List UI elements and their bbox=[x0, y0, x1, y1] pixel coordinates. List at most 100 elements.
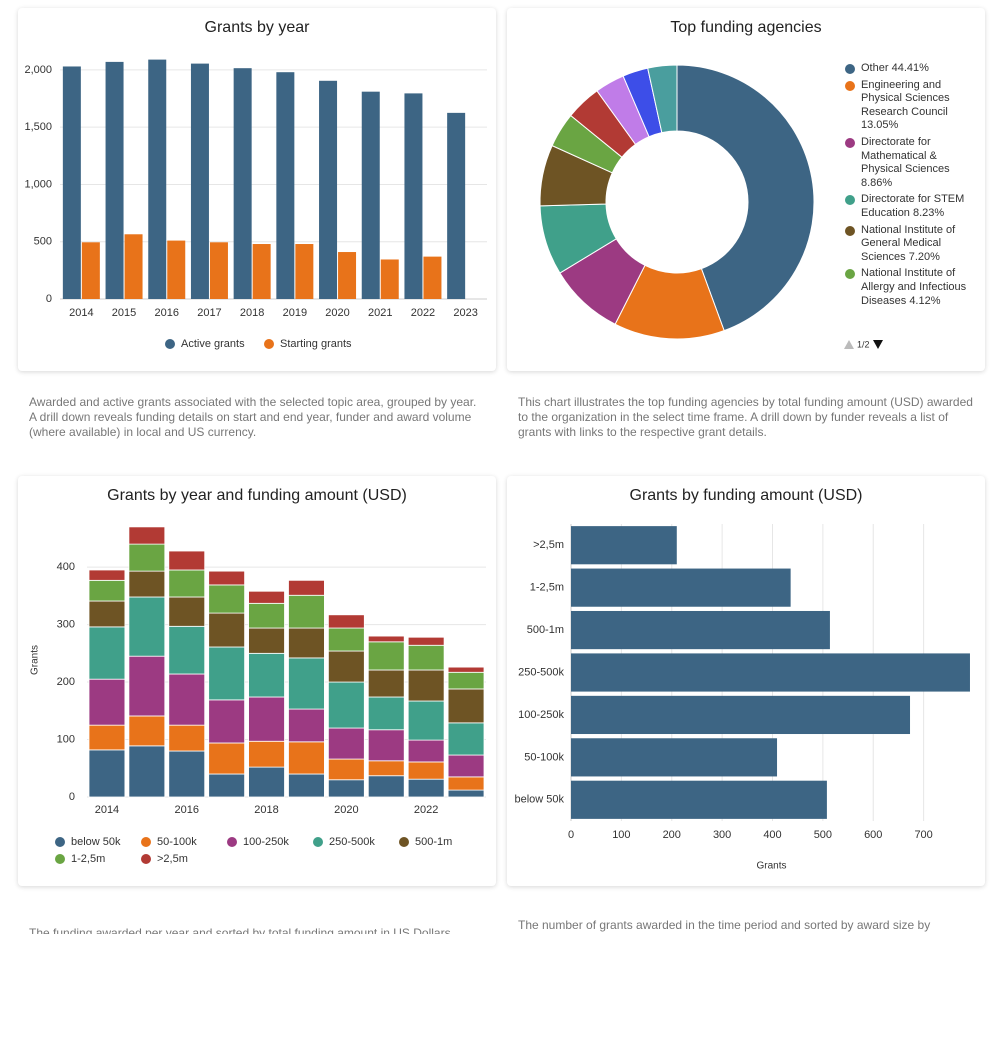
bar-segment bbox=[248, 740, 285, 768]
y-axis-label: Grants bbox=[30, 645, 41, 675]
chart-title: Grants by funding amount (USD) bbox=[630, 487, 863, 504]
x-tick-label: 2017 bbox=[197, 307, 221, 319]
bar-segment bbox=[327, 681, 365, 729]
bar-segment bbox=[248, 627, 285, 654]
x-tick-label: 2014 bbox=[69, 307, 93, 319]
legend-label: 50-100k bbox=[157, 836, 197, 848]
bar bbox=[233, 68, 252, 299]
bar-segment bbox=[447, 789, 485, 798]
y-tick-label: 300 bbox=[57, 618, 75, 630]
bar-segment bbox=[168, 673, 206, 726]
y-tick-label: 400 bbox=[57, 561, 75, 573]
legend-value: 44.41% bbox=[891, 62, 929, 74]
chart: Top funding agencies Other 44.41% Engineer… bbox=[539, 19, 971, 349]
bar bbox=[167, 240, 186, 299]
bar-segment bbox=[128, 715, 166, 747]
y-tick-label: 250-500k bbox=[518, 666, 564, 678]
legend-label: Active grants bbox=[181, 338, 245, 350]
bar-segment bbox=[407, 778, 445, 798]
bar-segment bbox=[288, 741, 325, 775]
x-tick-label: 2020 bbox=[334, 804, 358, 816]
bar bbox=[62, 66, 81, 299]
legend-value: 8.86% bbox=[861, 176, 893, 189]
pie-slice bbox=[647, 64, 678, 134]
x-tick-label: 2022 bbox=[414, 804, 438, 816]
card: Grants by year 0 500 1,000 1,500 2,000 2014 201… bbox=[18, 8, 496, 371]
x-tick-label: 2018 bbox=[254, 804, 278, 816]
bar-segment bbox=[288, 657, 325, 710]
x-tick-label: 2022 bbox=[411, 307, 435, 319]
legend-item[interactable]: National Institute of General Medical Sc… bbox=[845, 224, 971, 265]
y-tick-label: 500 bbox=[34, 236, 52, 248]
bar-segment bbox=[407, 636, 445, 646]
legend-marker bbox=[141, 837, 151, 847]
legend-label: 1-2,5m bbox=[71, 853, 105, 865]
legend-label: Starting grants bbox=[280, 338, 352, 350]
x-tick-label: 2016 bbox=[155, 307, 179, 319]
legend-label: 100-250k bbox=[243, 836, 289, 848]
legend-marker bbox=[845, 269, 855, 280]
legend-item[interactable]: Engineering and Physical Sciences Resear… bbox=[845, 79, 971, 133]
x-tick-label: 2020 bbox=[325, 307, 349, 319]
bar-segment bbox=[168, 596, 206, 627]
legend-item[interactable]: Directorate for Mathematical & Physical … bbox=[845, 136, 971, 190]
bar bbox=[105, 61, 124, 300]
bar-segment bbox=[88, 678, 126, 726]
y-tick-label: 0 bbox=[46, 293, 52, 305]
pie-slice bbox=[676, 64, 815, 332]
bar-segment bbox=[208, 699, 246, 744]
legend-value: 7.20% bbox=[908, 250, 940, 263]
bar-segment bbox=[447, 671, 485, 690]
bar-segment bbox=[447, 754, 485, 778]
legend-item[interactable]: Directorate for STEM Education 8.23% bbox=[845, 193, 971, 220]
y-tick-label: 2,000 bbox=[24, 64, 52, 76]
legend-value: 13.05% bbox=[861, 119, 899, 132]
legend-label: Other bbox=[861, 62, 889, 74]
bar bbox=[571, 738, 778, 777]
bar-segment bbox=[208, 773, 246, 798]
bar-segment bbox=[248, 652, 285, 698]
legend-value: 8.23% bbox=[913, 206, 945, 219]
bar-segment bbox=[447, 666, 485, 673]
x-tick-label: 2023 bbox=[453, 307, 477, 319]
legend-marker bbox=[227, 837, 237, 847]
legend-page: 1/2 bbox=[857, 339, 870, 349]
bar-segment bbox=[208, 570, 246, 586]
chart-title: Grants by year bbox=[205, 19, 311, 36]
x-tick-label: 200 bbox=[663, 829, 681, 841]
y-tick-label: >2,5m bbox=[533, 539, 564, 551]
legend-marker bbox=[165, 339, 175, 349]
bar-segment bbox=[367, 696, 405, 731]
x-tick-label: 2021 bbox=[368, 307, 392, 319]
caption: The number of grants awarded in the time… bbox=[518, 918, 931, 932]
x-tick-label: 400 bbox=[763, 829, 781, 841]
bar-segment bbox=[327, 650, 365, 683]
legend-item[interactable]: Other 44.41% bbox=[845, 62, 971, 76]
bar-segment bbox=[88, 600, 126, 628]
bar-segment bbox=[407, 700, 445, 741]
chart: Grants by funding amount (USD) 0 100 200 300… bbox=[514, 487, 970, 872]
bar-segment bbox=[447, 776, 485, 791]
legend-marker bbox=[845, 64, 855, 74]
legend-item[interactable]: National Institute of Allergy and Infect… bbox=[845, 267, 971, 308]
legend-value: 4.12% bbox=[909, 294, 941, 307]
x-tick-label: 2016 bbox=[175, 804, 199, 816]
bar-segment bbox=[168, 550, 206, 571]
legend-label: National Institute of Allergy and Infect… bbox=[861, 267, 967, 307]
x-tick-label: 2018 bbox=[240, 307, 264, 319]
x-tick-label: 2014 bbox=[95, 804, 119, 816]
legend-label: Directorate for STEM Education bbox=[861, 193, 965, 219]
x-axis-label: Grants bbox=[756, 861, 786, 872]
chart: Grants by year 0 500 1,000 1,500 2,000 2014 201… bbox=[24, 19, 487, 350]
y-tick-label: 1,000 bbox=[24, 178, 52, 190]
caption: The funding awarded per year and sorted … bbox=[29, 926, 451, 934]
x-tick-label: 300 bbox=[713, 829, 731, 841]
bar-segment bbox=[128, 745, 166, 798]
x-tick-label: 500 bbox=[814, 829, 832, 841]
legend-next[interactable] bbox=[873, 340, 883, 349]
bar-segment bbox=[288, 594, 325, 629]
chart-title: Grants by year and funding amount (USD) bbox=[107, 487, 407, 504]
legend-prev[interactable] bbox=[844, 340, 854, 349]
x-tick-label: 0 bbox=[568, 829, 574, 841]
